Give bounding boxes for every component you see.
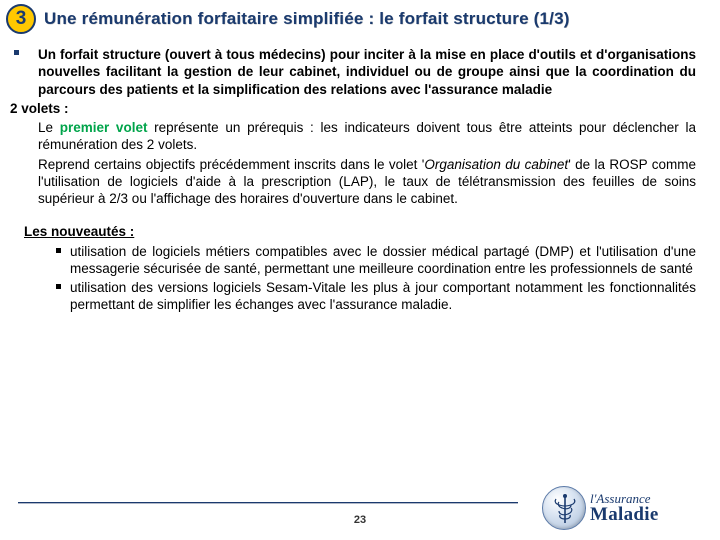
- nouveautes-heading: Les nouveautés :: [24, 223, 696, 240]
- list-item: utilisation des versions logiciels Sesam…: [70, 279, 696, 314]
- list-item-text: utilisation des versions logiciels Sesam…: [70, 280, 696, 312]
- section-number-badge: 3: [6, 4, 36, 34]
- footer-divider: [18, 502, 518, 504]
- logo-text: l'Assurance Maladie: [590, 492, 659, 524]
- list-item-text: utilisation de logiciels métiers compati…: [70, 244, 696, 276]
- volet1-prefix: Le: [38, 120, 60, 135]
- volet1-highlight: premier volet: [60, 120, 154, 135]
- logo-line2: Maladie: [590, 505, 659, 524]
- slide-header: 3 Une rémunération forfaitaire simplifié…: [0, 0, 720, 36]
- assurance-maladie-logo: l'Assurance Maladie: [540, 484, 710, 534]
- volet1-detail-italic: Organisation du cabinet: [424, 157, 568, 172]
- slide-body: Un forfait structure (ouvert à tous méde…: [0, 36, 720, 314]
- square-bullet-icon: [14, 50, 19, 55]
- intro-paragraph: Un forfait structure (ouvert à tous méde…: [24, 46, 696, 98]
- badge-number: 3: [16, 8, 27, 30]
- volets-heading: 2 volets :: [10, 100, 696, 117]
- slide-title: Une rémunération forfaitaire simplifiée …: [44, 9, 570, 29]
- volet1-paragraph: Le premier volet représente un prérequis…: [24, 119, 696, 154]
- volet1-detail-paragraph: Reprend certains objectifs précédemment …: [24, 156, 696, 208]
- caduceus-icon: [542, 486, 586, 530]
- intro-text: Un forfait structure (ouvert à tous méde…: [38, 47, 696, 97]
- volet1-detail-a: Reprend certains objectifs précédemment …: [38, 157, 424, 172]
- nouveautes-list: utilisation de logiciels métiers compati…: [24, 243, 696, 314]
- list-item: utilisation de logiciels métiers compati…: [70, 243, 696, 278]
